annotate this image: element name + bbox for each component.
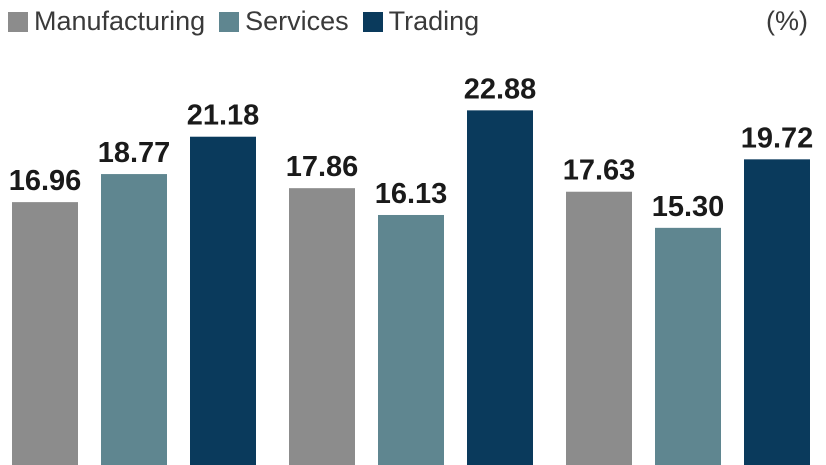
bar-trading-group-3: [744, 159, 810, 465]
value-label-trading-group-1: 21.18: [187, 100, 260, 132]
value-label-services-group-3: 15.30: [652, 191, 725, 223]
legend-swatch-manufacturing: [8, 11, 28, 32]
value-label-services-group-1: 18.77: [98, 137, 171, 169]
bar-manufacturing-group-2: [289, 188, 355, 465]
value-label-trading-group-2: 22.88: [464, 73, 537, 105]
legend-item-services: Services: [219, 6, 349, 37]
value-label-services-group-2: 16.13: [375, 178, 448, 210]
bar-manufacturing-group-1: [12, 202, 78, 465]
bar-services-group-1: [101, 174, 167, 465]
value-label-manufacturing-group-3: 17.63: [563, 155, 636, 187]
bar-trading-group-1: [190, 136, 256, 465]
unit-label: (%): [766, 6, 808, 36]
legend-swatch-services: [219, 11, 240, 32]
bar-manufacturing-group-3: [566, 191, 632, 465]
legend: Manufacturing Services Trading: [8, 6, 493, 37]
legend-item-trading: Trading: [362, 6, 480, 37]
legend-label-services: Services: [245, 6, 349, 36]
legend-label-manufacturing: Manufacturing: [34, 6, 206, 36]
value-label-trading-group-3: 19.72: [741, 122, 814, 154]
bar-trading-group-2: [467, 110, 533, 465]
legend-swatch-trading: [362, 11, 383, 32]
bar-services-group-2: [378, 214, 444, 465]
legend-label-trading: Trading: [388, 6, 480, 36]
legend-item-manufacturing: Manufacturing: [8, 6, 205, 37]
value-label-manufacturing-group-2: 17.86: [286, 151, 359, 183]
bar-services-group-3: [655, 227, 721, 465]
value-label-manufacturing-group-1: 16.96: [9, 165, 82, 197]
